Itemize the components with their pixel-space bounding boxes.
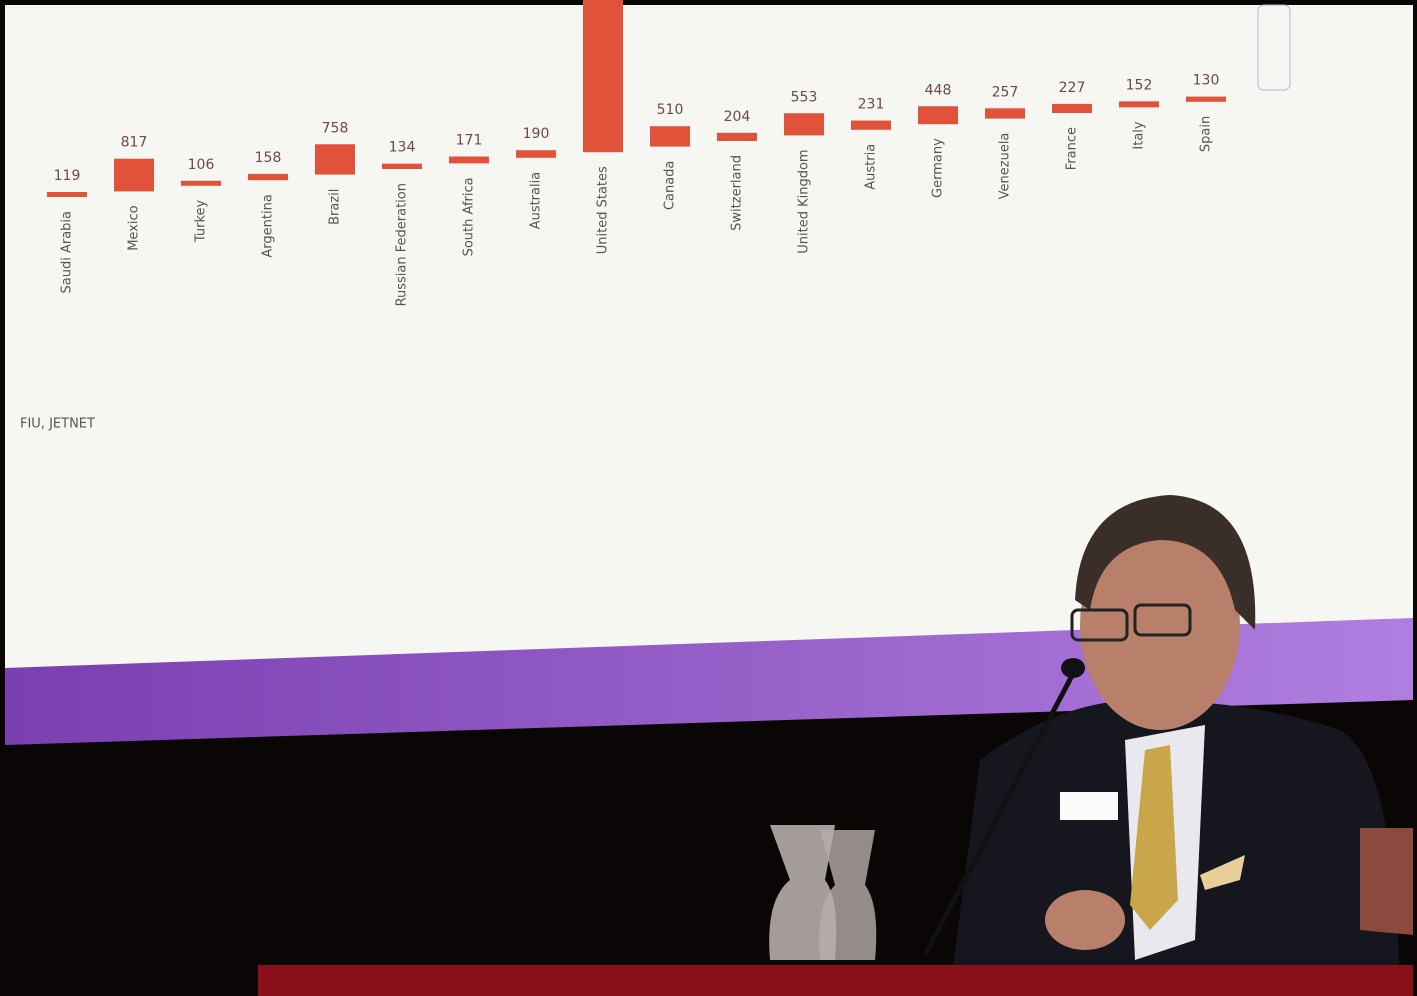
bar: [1052, 104, 1092, 113]
bar: [717, 133, 757, 141]
category-label: South Africa: [462, 177, 477, 256]
category-label: Russian Federation: [395, 183, 410, 306]
value-label: 204: [724, 109, 751, 125]
name-badge: [1060, 792, 1118, 820]
bar: [985, 108, 1025, 118]
bar: [784, 113, 824, 135]
value-label: 152: [1126, 77, 1153, 93]
hand: [1045, 890, 1125, 950]
category-label: Mexico: [127, 205, 142, 250]
bar: [851, 121, 891, 130]
source-note: FIU, JETNET: [20, 417, 95, 432]
category-label: United Kingdom: [797, 149, 812, 253]
value-label: 158: [255, 150, 282, 166]
microphone-head: [1061, 658, 1085, 678]
bar: [1119, 101, 1159, 107]
value-label: 119: [54, 168, 81, 184]
value-label: 190: [523, 126, 550, 142]
value-label: 134: [389, 140, 416, 156]
category-label: France: [1065, 127, 1080, 170]
bar: [315, 144, 355, 174]
value-label: 227: [1059, 80, 1086, 96]
category-label: Spain: [1199, 116, 1214, 152]
category-label: Austria: [864, 144, 879, 190]
table: [258, 965, 1413, 996]
category-label: Germany: [931, 138, 946, 198]
value-label: 817: [121, 135, 148, 151]
value-label: 758: [322, 120, 349, 136]
bar: [248, 174, 288, 180]
category-label: Venezuela: [998, 133, 1013, 200]
bar: [114, 159, 154, 192]
bar: [583, 0, 623, 152]
bar: [449, 157, 489, 164]
bar: [47, 192, 87, 197]
value-label: 510: [657, 102, 684, 118]
bar: [918, 106, 958, 124]
bar: [181, 181, 221, 186]
value-label: 106: [188, 157, 215, 173]
value-label: 448: [925, 82, 952, 98]
bar: [1186, 97, 1226, 102]
value-label: 171: [456, 133, 483, 149]
category-label: Australia: [529, 172, 544, 230]
value-label: 553: [791, 89, 818, 105]
value-label: 231: [858, 97, 885, 113]
value-label: 257: [992, 84, 1019, 100]
bar: [382, 164, 422, 169]
photo: FIU, JETNET 119 Saudi Arabia 817 Mexico 106 T…: [0, 0, 1417, 996]
category-label: Saudi Arabia: [60, 211, 75, 294]
page: FIU, JETNET 119 Saudi Arabia 817 Mexico 106 T…: [0, 0, 1417, 996]
category-label: Canada: [663, 161, 678, 210]
category-label: Argentina: [261, 194, 276, 257]
category-label: Turkey: [194, 199, 209, 243]
category-label: Brazil: [328, 189, 343, 225]
bar: [516, 150, 556, 158]
value-label: 130: [1193, 73, 1220, 89]
category-label: Italy: [1132, 121, 1147, 150]
category-label: Switzerland: [730, 155, 745, 231]
category-label: United States: [596, 166, 611, 254]
bar: [650, 126, 690, 146]
glass: [1360, 828, 1413, 935]
